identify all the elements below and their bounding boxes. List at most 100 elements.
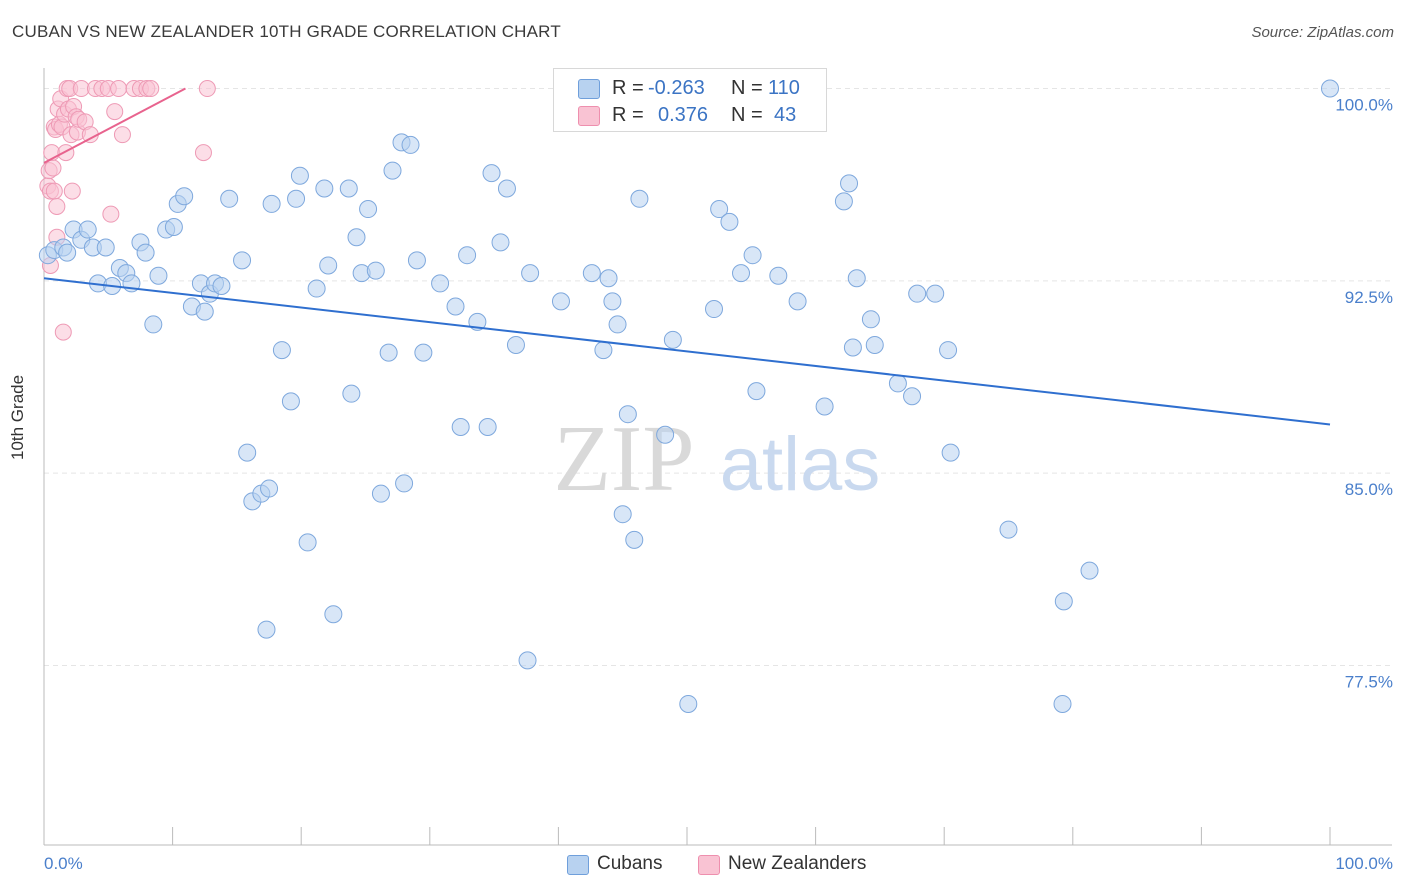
cuban-point (888, 374, 907, 393)
new-zealander-point (142, 80, 160, 98)
watermark-atlas: atlas (720, 422, 881, 507)
y-tick-label: 85.0% (1345, 480, 1393, 499)
cuban-point (315, 179, 334, 198)
cuban-point (298, 533, 317, 552)
new-zealanders-trendline (43, 87, 186, 164)
cuban-point (788, 292, 807, 311)
cuban-point (710, 200, 729, 219)
series-cubans (38, 79, 1339, 713)
cuban-point (594, 341, 613, 360)
legend-n-label: N = (731, 77, 763, 99)
cuban-point (319, 256, 338, 275)
cuban-point (272, 341, 291, 360)
chart-title: CUBAN VS NEW ZEALANDER 10TH GRADE CORREL… (12, 22, 561, 41)
cuban-point (287, 189, 306, 208)
cuban-point (136, 243, 155, 262)
legend-label-new-zealanders: New Zealanders (728, 853, 867, 874)
series-new-zealanders (39, 80, 216, 341)
new-zealander-point (110, 80, 128, 98)
cuban-point (238, 443, 257, 462)
cuban-point (257, 620, 276, 639)
cuban-point (371, 484, 390, 503)
cuban-point (366, 261, 385, 280)
cuban-point (78, 220, 97, 239)
cuban-point (861, 310, 880, 329)
cuban-point (407, 251, 426, 270)
cuban-point (359, 200, 378, 219)
cuban-point (747, 382, 766, 401)
cuban-point (926, 284, 945, 303)
cuban-point (705, 300, 724, 319)
cuban-point (144, 315, 163, 334)
new-zealander-point (113, 126, 131, 144)
new-zealander-point (48, 197, 66, 215)
tick-labels: 77.5% 85.0% 92.5% 100.0% 0.0% 100.0% (44, 96, 1393, 873)
cuban-point (395, 474, 414, 493)
new-zealander-point (45, 182, 63, 200)
cuban-point (603, 292, 622, 311)
legend-n-label: N = (731, 104, 763, 126)
cuban-point (451, 418, 470, 437)
cuban-point (743, 246, 762, 265)
axes (43, 68, 1392, 846)
cuban-point (379, 343, 398, 362)
cuban-point (478, 418, 497, 437)
cuban-point (307, 279, 326, 298)
correlation-legend: R = -0.263 N = 110 R = 0.376 N = 43 (553, 68, 827, 132)
y-axis-label: 10th Grade (8, 374, 27, 460)
cuban-point (149, 266, 168, 285)
cuban-point (212, 276, 231, 295)
cuban-point (58, 243, 77, 262)
cuban-point (491, 233, 510, 252)
new-zealander-point (63, 182, 81, 200)
cuban-point (347, 228, 366, 247)
cuban-point (431, 274, 450, 293)
cuban-point (339, 179, 358, 198)
chart-source: Source: ZipAtlas.com (1251, 24, 1394, 41)
cuban-point (999, 520, 1018, 539)
cubans-swatch (567, 855, 589, 875)
cuban-point (625, 530, 644, 549)
cuban-point (720, 212, 739, 231)
new-zealander-point (102, 205, 120, 223)
cuban-point (551, 292, 570, 311)
cuban-point (458, 246, 477, 265)
cuban-point (908, 284, 927, 303)
cuban-point (497, 179, 516, 198)
legend-r-label: R = (612, 77, 644, 99)
cuban-point (1054, 592, 1073, 611)
cuban-point (834, 192, 853, 211)
cuban-point (260, 479, 279, 498)
new-zealander-point (106, 103, 124, 121)
bottom-legend: Cubans New Zealanders (0, 852, 1406, 878)
legend-r-label: R = (612, 104, 644, 126)
cuban-point (656, 425, 675, 444)
new-zealander-point (44, 159, 62, 177)
cuban-point (815, 397, 834, 416)
new-zealander-point (198, 80, 216, 98)
watermark-zip: ZIP (554, 407, 695, 511)
cuban-point (1053, 694, 1072, 713)
cuban-point (290, 166, 309, 185)
cuban-point (941, 443, 960, 462)
cuban-point (1321, 79, 1339, 98)
cuban-point (220, 189, 239, 208)
cuban-point (865, 335, 884, 354)
y-tick-label: 100.0% (1335, 96, 1393, 115)
cuban-point (401, 135, 420, 154)
cuban-point (482, 164, 501, 183)
cuban-point (383, 161, 402, 180)
cuban-point (618, 405, 637, 424)
cuban-point (262, 194, 281, 213)
cuban-point (96, 238, 115, 257)
cuban-point (939, 341, 958, 360)
cuban-point (732, 264, 751, 283)
cuban-point (630, 189, 649, 208)
cuban-point (599, 269, 618, 288)
cuban-point (840, 174, 859, 193)
legend-label-cubans: Cubans (597, 853, 663, 874)
cuban-point (663, 330, 682, 349)
cuban-point (608, 315, 627, 334)
cubans-trendline (43, 277, 1331, 426)
legend-n-value: 110 (768, 77, 800, 99)
